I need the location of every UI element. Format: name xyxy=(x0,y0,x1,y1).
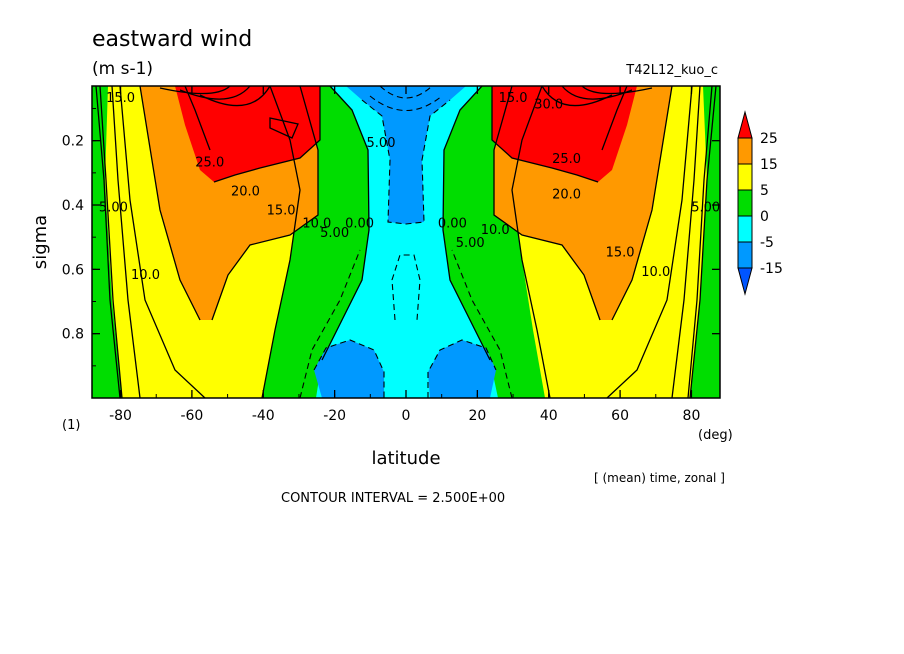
x-tick-label: -60 xyxy=(180,408,203,424)
contour-label: 20.0 xyxy=(231,184,260,199)
contour-label: 10.0 xyxy=(641,265,670,280)
contour-label: 0.00 xyxy=(438,217,467,232)
colorbar-segment xyxy=(737,189,753,217)
band-blue-upper xyxy=(346,86,466,224)
x-tick-label: -80 xyxy=(109,408,132,424)
contour-label: 20.0 xyxy=(552,188,581,203)
contour-interval: CONTOUR INTERVAL = 2.500E+00 xyxy=(281,491,505,506)
x-axis: -80 -60 -40 -20 0 20 40 60 80 xyxy=(109,86,700,424)
contour-label: 10.0 xyxy=(481,223,510,238)
panel-index: (1) xyxy=(62,418,80,433)
y-tick-label: 0.4 xyxy=(62,198,84,214)
contour-label: 10.0 xyxy=(302,217,331,232)
x-tick-label: 60 xyxy=(611,408,629,424)
colorbar-label: 5 xyxy=(760,183,769,199)
contour-label: 25.0 xyxy=(552,152,581,167)
contour-label: 5.00 xyxy=(99,200,128,215)
y-tick-label: 0.8 xyxy=(62,327,84,343)
band-blue-lower-left xyxy=(314,340,384,398)
mean-note: [ (mean) time, zonal ] xyxy=(594,471,725,485)
colorbar-segment xyxy=(737,137,753,165)
colorbar: 25 15 5 0 -5 -15 xyxy=(737,110,783,296)
band-cyan xyxy=(316,86,498,398)
x-unit: (deg) xyxy=(698,428,733,443)
chart-title: eastward wind xyxy=(92,27,252,52)
x-tick-label: 20 xyxy=(468,408,486,424)
contour-label: 5.00 xyxy=(691,200,720,215)
colorbar-label: -15 xyxy=(760,261,783,277)
y-tick-label: 0.6 xyxy=(62,262,84,278)
x-tick-label: -20 xyxy=(323,408,346,424)
x-tick-label: 40 xyxy=(540,408,558,424)
band-blue-lower-right xyxy=(428,340,496,398)
contour-label: 10.0 xyxy=(131,268,160,283)
y-tick-label: 0.2 xyxy=(62,134,84,150)
contour-label: 15.0 xyxy=(106,91,135,106)
contour-label: 5.00 xyxy=(456,236,485,251)
contour-lines-negative xyxy=(299,86,513,398)
contour-lines-positive xyxy=(95,86,717,398)
colorbar-segment xyxy=(737,215,753,243)
contour-label: 25.0 xyxy=(195,155,224,170)
colorbar-cap-bottom xyxy=(737,267,753,296)
x-tick-label: -40 xyxy=(252,408,275,424)
run-id: T42L12_kuo_c xyxy=(625,63,718,78)
colorbar-label: 0 xyxy=(760,209,769,225)
contour-label: 0.00 xyxy=(345,217,374,232)
colorbar-label: 15 xyxy=(760,157,778,173)
colorbar-label: 25 xyxy=(760,131,778,147)
chart-units: (m s-1) xyxy=(92,59,153,79)
x-axis-label: latitude xyxy=(371,448,440,469)
contour-label: 30.0 xyxy=(534,98,563,113)
y-axis: 0.2 0.4 0.6 0.8 xyxy=(62,108,720,367)
colorbar-label: -5 xyxy=(760,235,774,251)
colorbar-segment xyxy=(737,241,753,269)
contour-label: 5.00 xyxy=(367,136,396,151)
contour-field xyxy=(92,86,720,398)
band-red xyxy=(175,86,637,182)
contour-label: 5.00 xyxy=(320,226,349,241)
y-axis-label: sigma xyxy=(30,215,51,269)
x-tick-label: 80 xyxy=(683,408,701,424)
contour-label: 15.0 xyxy=(267,204,296,219)
contour-labels: 15.025.020.015.010.05.000.005.005.0010.0… xyxy=(99,91,720,283)
contour-label: 15.0 xyxy=(499,91,528,106)
colorbar-segment xyxy=(737,163,753,191)
colorbar-cap-top xyxy=(737,110,753,139)
contour-label: 15.0 xyxy=(606,245,635,260)
x-tick-label: 0 xyxy=(402,408,411,424)
